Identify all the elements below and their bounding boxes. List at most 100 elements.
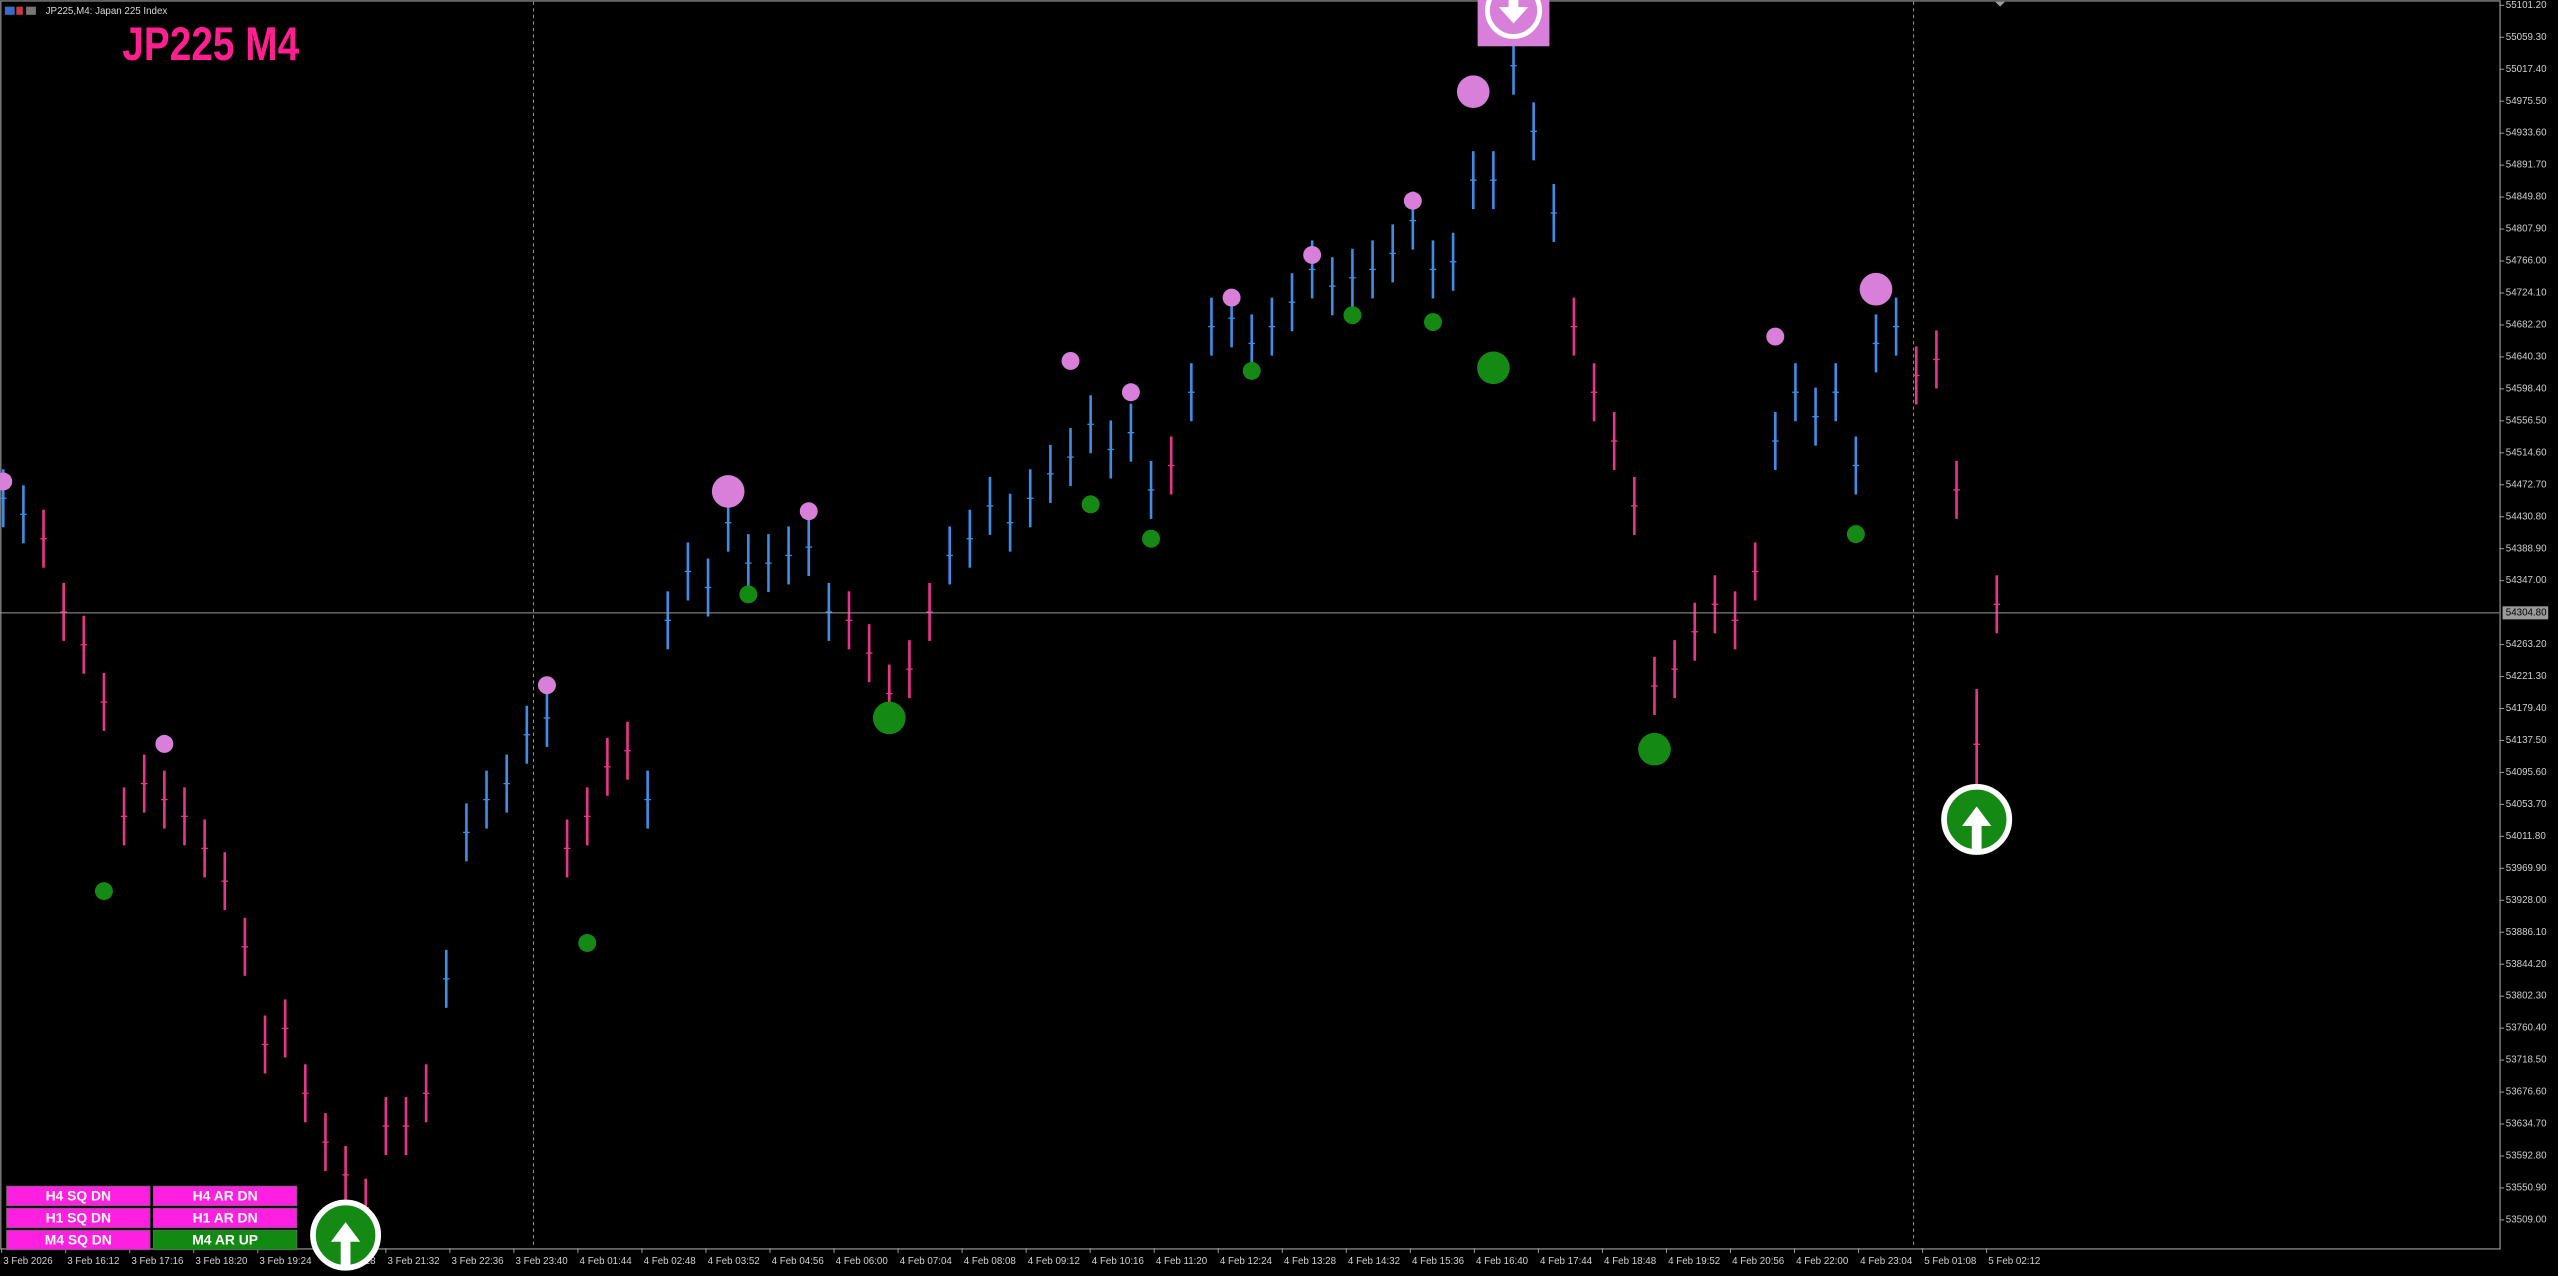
y-tick-label: 54682.20 xyxy=(2506,320,2547,331)
chart-title: JP225 M4 xyxy=(122,18,299,70)
y-tick-label: 54807.90 xyxy=(2506,224,2547,235)
signal-label: H1 SQ DN xyxy=(46,1209,111,1225)
y-tick-label: 53718.50 xyxy=(2506,1055,2547,1066)
swing-marker xyxy=(799,502,818,521)
x-tick-label: 4 Feb 10:16 xyxy=(1092,1256,1144,1267)
y-tick-label: 54263.20 xyxy=(2506,639,2547,650)
x-tick-label: 4 Feb 04:56 xyxy=(772,1256,824,1267)
y-tick-label: 53886.10 xyxy=(2506,927,2547,938)
y-tick-label: 54598.40 xyxy=(2506,383,2547,394)
y-tick-label: 53844.20 xyxy=(2506,959,2547,970)
signal-label: M4 SQ DN xyxy=(45,1231,112,1247)
x-tick-label: 4 Feb 08:08 xyxy=(964,1256,1016,1267)
y-tick-label: 54095.60 xyxy=(2506,767,2547,778)
y-tick-label: 54430.80 xyxy=(2506,511,2547,522)
swing-marker xyxy=(1456,75,1490,108)
x-tick-label: 4 Feb 12:24 xyxy=(1220,1256,1273,1267)
arrow-ring xyxy=(1484,0,1543,39)
swing-marker xyxy=(94,882,113,901)
swing-marker xyxy=(1638,732,1671,766)
x-tick-label: 3 Feb 17:16 xyxy=(131,1256,183,1267)
arrow-shape xyxy=(330,1222,361,1268)
last-price-box xyxy=(2502,606,2549,620)
x-tick-label: 4 Feb 23:04 xyxy=(1860,1256,1913,1267)
swing-marker xyxy=(1859,272,1893,306)
plot-frame xyxy=(0,0,2501,1250)
y-tick-label: 55059.30 xyxy=(2506,32,2547,43)
arrow-shape xyxy=(1498,0,1529,24)
y-tick-label: 53509.00 xyxy=(2506,1214,2547,1225)
y-tick-label: 54347.00 xyxy=(2506,575,2547,586)
x-tick-label: 4 Feb 03:52 xyxy=(708,1256,760,1267)
swing-marker xyxy=(1303,245,1322,264)
x-tick-label: 4 Feb 20:56 xyxy=(1732,1256,1784,1267)
signal-box xyxy=(6,1207,151,1229)
x-tick-label: 3 Feb 19:24 xyxy=(259,1256,312,1267)
swing-marker xyxy=(1081,495,1100,514)
swing-marker xyxy=(1846,525,1865,544)
x-tick-label: 3 Feb 21:32 xyxy=(387,1256,439,1267)
swing-marker xyxy=(739,585,758,604)
x-tick-label: 4 Feb 22:00 xyxy=(1796,1256,1849,1267)
swing-marker xyxy=(578,934,597,952)
swing-marker xyxy=(1766,327,1785,346)
y-tick-label: 54388.90 xyxy=(2506,543,2547,554)
sell-arrow xyxy=(1477,0,1550,47)
signal-label: H4 SQ DN xyxy=(46,1187,111,1203)
signal-label: H1 AR DN xyxy=(193,1209,258,1225)
x-tick-label: 4 Feb 13:28 xyxy=(1284,1256,1336,1267)
swing-marker xyxy=(537,676,556,695)
y-tick-label: 54724.10 xyxy=(2506,288,2547,299)
x-tick-label: 4 Feb 16:40 xyxy=(1476,1256,1529,1267)
y-tick-label: 54640.30 xyxy=(2506,351,2547,362)
y-tick-label: 54053.70 xyxy=(2506,799,2547,810)
y-tick-label: 54137.50 xyxy=(2506,735,2547,746)
y-tick-label: 54011.80 xyxy=(2506,831,2547,842)
swing-marker xyxy=(1424,313,1442,332)
y-tick-label: 55101.20 xyxy=(2506,0,2547,11)
y-tick-label: 53802.30 xyxy=(2506,991,2547,1002)
y-tick-label: 54221.30 xyxy=(2506,671,2547,682)
swing-marker xyxy=(1403,191,1422,210)
y-tick-label: 54849.80 xyxy=(2506,192,2547,203)
x-tick-label: 5 Feb 02:12 xyxy=(1988,1256,2040,1267)
swing-marker xyxy=(872,701,906,735)
x-tick-label: 4 Feb 11:20 xyxy=(1156,1256,1208,1267)
swing-marker xyxy=(1121,383,1140,402)
signal-label: M4 AR UP xyxy=(192,1231,258,1247)
signal-box xyxy=(152,1229,298,1251)
y-tick-label: 53928.00 xyxy=(2506,895,2547,906)
x-tick-label: 4 Feb 17:44 xyxy=(1540,1256,1593,1267)
swing-marker xyxy=(1242,361,1261,380)
signal-box xyxy=(152,1185,298,1207)
x-tick-label: 3 Feb 23:40 xyxy=(516,1256,569,1267)
swing-marker xyxy=(155,734,174,753)
buy-arrow xyxy=(1941,783,2013,855)
icon xyxy=(4,6,15,15)
signal-box xyxy=(6,1229,151,1251)
shift-marker xyxy=(1995,1,2005,7)
signal-label: H4 AR DN xyxy=(193,1187,258,1203)
swing-marker xyxy=(1477,351,1510,385)
x-tick-label: 4 Feb 19:52 xyxy=(1668,1256,1720,1267)
y-tick-label: 55017.40 xyxy=(2506,64,2547,75)
swing-marker xyxy=(1222,288,1241,307)
y-tick-label: 54179.40 xyxy=(2506,703,2547,714)
swing-marker xyxy=(711,475,745,508)
symbol-info: JP225,M4: Japan 225 Index xyxy=(46,6,168,17)
swing-marker xyxy=(1061,351,1080,370)
x-tick-label: 4 Feb 06:00 xyxy=(836,1256,889,1267)
y-tick-label: 53969.90 xyxy=(2506,863,2547,874)
icon xyxy=(26,6,36,15)
y-tick-label: 54975.50 xyxy=(2506,96,2547,107)
y-tick-label: 53592.80 xyxy=(2506,1151,2547,1162)
signal-box xyxy=(152,1207,298,1229)
y-tick-label: 53634.70 xyxy=(2506,1119,2547,1130)
x-tick-label: 3 Feb 18:20 xyxy=(195,1256,248,1267)
y-tick-label: 54514.60 xyxy=(2506,447,2547,458)
x-tick-label: 3 Feb 16:12 xyxy=(67,1256,119,1267)
x-tick-label: 4 Feb 01:44 xyxy=(580,1256,633,1267)
y-tick-label: 54766.00 xyxy=(2506,256,2547,267)
y-tick-label: 54933.60 xyxy=(2506,128,2547,139)
